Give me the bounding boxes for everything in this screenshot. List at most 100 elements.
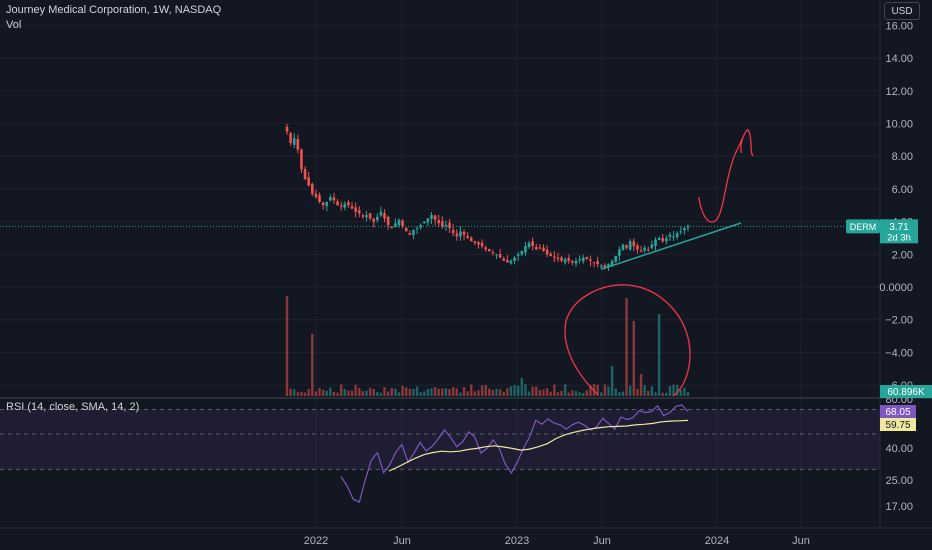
- volume-bar: [571, 390, 574, 396]
- volume-bar: [603, 384, 607, 396]
- candle-body: [310, 183, 314, 194]
- candle-body: [578, 259, 581, 261]
- rsi-band: [0, 409, 880, 470]
- time-tick-label: 2023: [505, 535, 529, 547]
- volume-bar: [600, 392, 603, 396]
- volume-bar: [466, 391, 469, 396]
- candle-body: [484, 247, 487, 250]
- volume-bar: [473, 391, 477, 396]
- candle-body: [686, 226, 690, 228]
- candle-body: [422, 221, 426, 224]
- time-tick-label: Jun: [792, 535, 810, 547]
- candle-body: [646, 249, 650, 251]
- volume-bar: [361, 391, 365, 396]
- volume-bar: [668, 386, 672, 396]
- candle-body: [491, 252, 495, 254]
- volume-bar: [444, 388, 448, 396]
- candle-body: [343, 203, 347, 208]
- candle-body: [383, 213, 386, 219]
- volume-bar: [441, 388, 444, 396]
- candle-body: [437, 219, 441, 224]
- chart-title-legend[interactable]: Journey Medical Corporation, 1W, NASDAQ: [6, 4, 222, 16]
- currency-button[interactable]: USD: [884, 2, 920, 20]
- volume-bar: [596, 384, 599, 396]
- volume-bar: [394, 388, 397, 396]
- candle-body: [553, 256, 556, 258]
- volume-bar: [549, 391, 552, 396]
- volume-bar: [339, 384, 343, 396]
- volume-bar: [545, 388, 549, 396]
- volume-bar: [506, 388, 509, 396]
- projection-scribble[interactable]: [698, 129, 754, 223]
- candle-body: [372, 218, 376, 222]
- candle-body: [401, 220, 404, 227]
- volume-bar: [401, 385, 404, 396]
- volume-bar: [556, 392, 560, 396]
- volume-bar: [495, 388, 498, 396]
- candle-body: [404, 227, 408, 232]
- candle-body: [654, 239, 657, 247]
- volume-bar: [567, 392, 570, 396]
- rsi-line: [340, 404, 689, 503]
- volume-bar: [683, 387, 686, 396]
- candle-body: [560, 257, 563, 261]
- volume-circle-drawing[interactable]: [564, 284, 691, 397]
- volume-bar: [625, 298, 628, 396]
- candle-body: [545, 249, 549, 255]
- volume-bar: [376, 391, 379, 396]
- volume-bar: [325, 390, 328, 396]
- price-tick-label: 0.0000: [879, 282, 913, 294]
- volume-bar: [350, 390, 354, 396]
- volume-bar: [462, 387, 466, 396]
- candle-body: [618, 249, 621, 256]
- volume-bar: [513, 385, 516, 396]
- candle-body: [661, 238, 665, 242]
- volume-bar: [607, 386, 610, 396]
- candle-body: [397, 219, 401, 226]
- candle-body: [675, 233, 679, 238]
- rsi-tick-label: 40.00: [885, 443, 913, 455]
- user-drawings[interactable]: [564, 129, 754, 397]
- volume-bar: [639, 374, 643, 396]
- candle-body: [390, 226, 394, 229]
- price-axis[interactable]: 16.0014.0012.0010.008.006.004.002.000.00…: [879, 20, 913, 392]
- candle-body: [394, 223, 397, 227]
- candle-body: [314, 193, 318, 198]
- rsi-tick-label: 17.00: [885, 501, 913, 513]
- volume-bar: [535, 386, 538, 396]
- volume-badge-value: 60.896K: [887, 387, 925, 398]
- candle-body: [455, 233, 459, 237]
- volume-bar: [610, 366, 614, 396]
- volume-bar: [509, 386, 513, 396]
- candle-body: [592, 262, 596, 264]
- time-axis[interactable]: 2022 Jun 2023 Jun 2024 Jun: [304, 535, 810, 547]
- volume-bar: [412, 388, 415, 396]
- candle-body: [498, 254, 502, 258]
- candle-body: [679, 231, 683, 233]
- candle-body: [448, 222, 451, 229]
- volume-bar: [397, 392, 401, 396]
- volume-bar: [582, 392, 585, 396]
- candle-body: [632, 241, 636, 247]
- candle-body: [603, 265, 607, 268]
- volume-bar: [477, 390, 480, 396]
- trendline-drawing[interactable]: [601, 222, 742, 270]
- volume-bar: [303, 392, 307, 396]
- volume-bar: [300, 391, 303, 396]
- candle-body: [325, 201, 329, 206]
- candle-body: [636, 245, 639, 250]
- candle-body: [444, 224, 448, 226]
- candle-body: [520, 251, 524, 255]
- volume-bar: [585, 390, 589, 396]
- volume-bar: [657, 314, 661, 396]
- candle-body: [357, 210, 361, 214]
- volume-bar: [390, 388, 393, 396]
- volume-legend[interactable]: Vol: [6, 19, 22, 31]
- candle-body: [430, 215, 433, 219]
- volume-bar: [647, 390, 650, 396]
- rsi-legend[interactable]: RSI (14, close, SMA, 14, 2): [6, 401, 140, 413]
- price-tick-label: 14.00: [885, 53, 913, 65]
- rsi-ma-badge-value: 59.75: [885, 420, 910, 431]
- candle-body: [350, 206, 354, 209]
